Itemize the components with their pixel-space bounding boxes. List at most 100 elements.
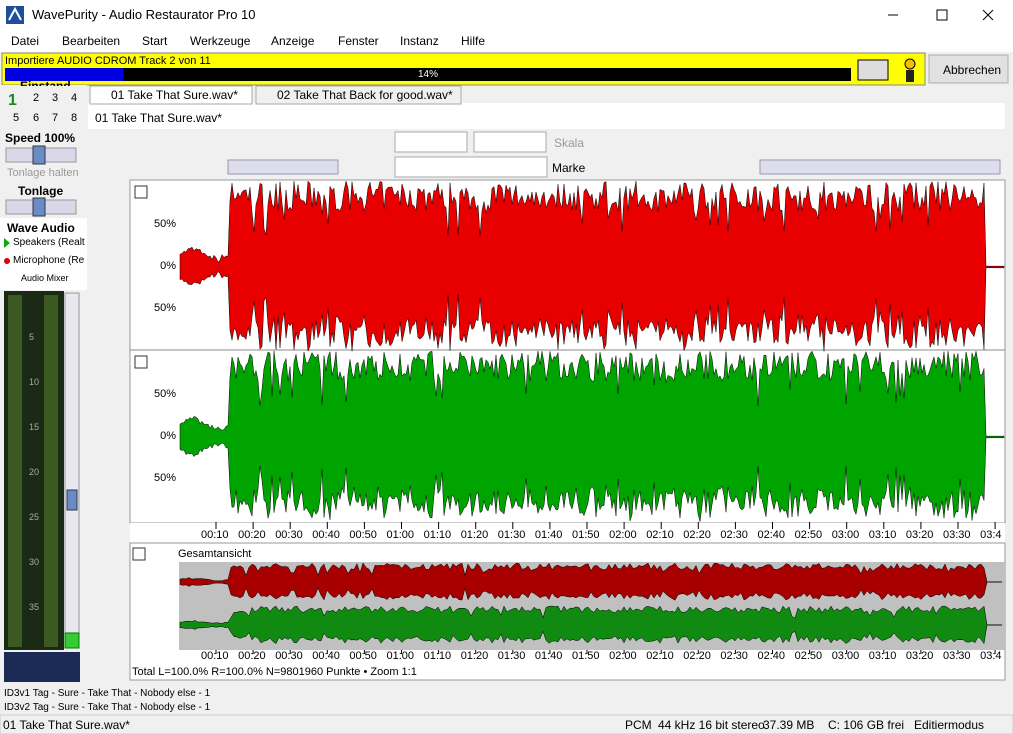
- overview-time-label: 01:00: [386, 650, 415, 662]
- waveform: [179, 562, 1003, 601]
- meter-label: 30: [29, 557, 40, 567]
- preset-button[interactable]: 5: [13, 112, 20, 124]
- time-label: 00:50: [349, 529, 377, 541]
- amplitude-label: 0%: [160, 260, 176, 272]
- menu-item[interactable]: Instanz: [400, 34, 439, 48]
- preset-button[interactable]: 3: [52, 92, 59, 104]
- meter-label: 35: [29, 602, 40, 612]
- preset-button[interactable]: 6: [33, 112, 40, 124]
- time-label: 01:40: [534, 529, 563, 541]
- panel-heading: Einstand: [20, 80, 71, 86]
- overview-time-label: 01:20: [460, 650, 489, 662]
- scale-label: Skala: [554, 136, 585, 150]
- speed-label: Speed 100%: [5, 131, 76, 145]
- time-label: 00:10: [201, 529, 229, 541]
- meter-label: 20: [29, 467, 40, 477]
- menu-item[interactable]: Fenster: [338, 34, 379, 48]
- amplitude-label: 50%: [153, 472, 176, 484]
- overview-time-label: 02:20: [683, 650, 711, 662]
- status-field: 37.39 MB: [763, 718, 815, 732]
- menu-item[interactable]: Anzeige: [271, 34, 315, 48]
- mixer-label: Audio Mixer: [21, 273, 69, 283]
- tab[interactable]: 01 Take That Sure.wav*: [111, 88, 238, 102]
- overview-time-label: 02:50: [794, 650, 823, 662]
- time-label: 03:4: [980, 529, 1002, 541]
- overview-time-label: 01:50: [572, 650, 600, 662]
- status-field: C: 106 GB frei: [828, 718, 905, 732]
- device: Microphone (Re: [13, 255, 85, 266]
- overview-time-label: 03:20: [905, 650, 934, 662]
- overview-time-label: 03:00: [831, 650, 860, 662]
- preset-button[interactable]: 1: [8, 92, 17, 109]
- marker-label: Marke: [552, 161, 586, 175]
- overview-title: Gesamtansicht: [178, 548, 252, 560]
- device: Speakers (Realt: [13, 237, 85, 248]
- cancel-button[interactable]: Abbrechen: [943, 63, 1002, 77]
- waveform: [179, 350, 1005, 522]
- window-title: WavePurity - Audio Restaurator Pro 10: [32, 7, 256, 22]
- pitch-hold: Tonlage halten: [7, 167, 79, 179]
- amplitude-label: 50%: [153, 302, 176, 314]
- amplitude-label: 50%: [153, 218, 176, 230]
- time-label: 02:00: [609, 529, 637, 541]
- time-label: 01:20: [460, 529, 489, 541]
- overview-time-label: 00:50: [349, 650, 377, 662]
- overview-time-label: 00:10: [201, 650, 229, 662]
- time-label: 03:20: [905, 529, 934, 541]
- overview-time-label: 00:20: [238, 650, 266, 662]
- progress-percent: 14%: [418, 69, 439, 80]
- time-label: 02:20: [683, 529, 711, 541]
- status-field: 01 Take That Sure.wav*: [3, 718, 130, 732]
- menu-item[interactable]: Werkzeuge: [190, 34, 251, 48]
- meter-label: 15: [29, 422, 40, 432]
- id3-line: ID3v1 Tag - Sure - Take That - Nobody el…: [4, 688, 211, 699]
- overview-time-label: 01:40: [534, 650, 563, 662]
- menu-item[interactable]: Datei: [11, 34, 40, 48]
- time-label: 00:20: [238, 529, 266, 541]
- pitch-label: Tonlage: [18, 184, 64, 198]
- overview-time-label: 02:40: [757, 650, 786, 662]
- preset-button[interactable]: 8: [71, 112, 78, 124]
- preset-button[interactable]: 4: [71, 92, 78, 104]
- menu-item[interactable]: Start: [142, 34, 168, 48]
- overview-time-label: 00:40: [312, 650, 340, 662]
- overview-time-label: 01:10: [423, 650, 452, 662]
- amplitude-label: 0%: [160, 430, 176, 442]
- overview-time-label: 02:30: [720, 650, 748, 662]
- preset-button[interactable]: 7: [52, 112, 59, 124]
- time-label: 01:10: [423, 529, 452, 541]
- amplitude-label: 50%: [153, 388, 176, 400]
- waveform: [179, 180, 1005, 352]
- time-label: 02:10: [646, 529, 674, 541]
- overview-time-label: 02:10: [646, 650, 674, 662]
- overview-time-label: 03:30: [943, 650, 971, 662]
- time-label: 03:30: [943, 529, 971, 541]
- menu-item[interactable]: Bearbeiten: [62, 34, 121, 48]
- preset-button[interactable]: 2: [33, 92, 40, 104]
- time-label: 00:40: [312, 529, 340, 541]
- status-field: Editiermodus: [914, 718, 985, 732]
- time-label: 01:30: [497, 529, 526, 541]
- time-label: 00:30: [275, 529, 303, 541]
- progress-text: Importiere AUDIO CDROM Track 2 von 11: [5, 55, 211, 67]
- device-title: Wave Audio: [7, 221, 75, 235]
- waveform: [179, 605, 1003, 645]
- menu-item[interactable]: Hilfe: [461, 34, 486, 48]
- time-label: 02:40: [757, 529, 786, 541]
- status-field: 44 kHz 16 bit stereo: [658, 718, 765, 732]
- time-label: 03:10: [868, 529, 897, 541]
- tab[interactable]: 02 Take That Back for good.wav*: [277, 88, 453, 102]
- time-label: 03:00: [831, 529, 860, 541]
- overview-time-label: 02:00: [609, 650, 637, 662]
- file-label: 01 Take That Sure.wav*: [95, 111, 222, 125]
- time-label: 01:50: [572, 529, 600, 541]
- status-field: PCM: [625, 718, 652, 732]
- meter-label: 10: [29, 377, 40, 387]
- overview-time-label: 03:10: [868, 650, 897, 662]
- meter-label: 5: [29, 332, 35, 342]
- overview-time-label: 03:4: [980, 650, 1002, 662]
- time-label: 02:50: [794, 529, 823, 541]
- summary: Total L=100.0% R=100.0% N=9801960 Punkte…: [132, 666, 417, 678]
